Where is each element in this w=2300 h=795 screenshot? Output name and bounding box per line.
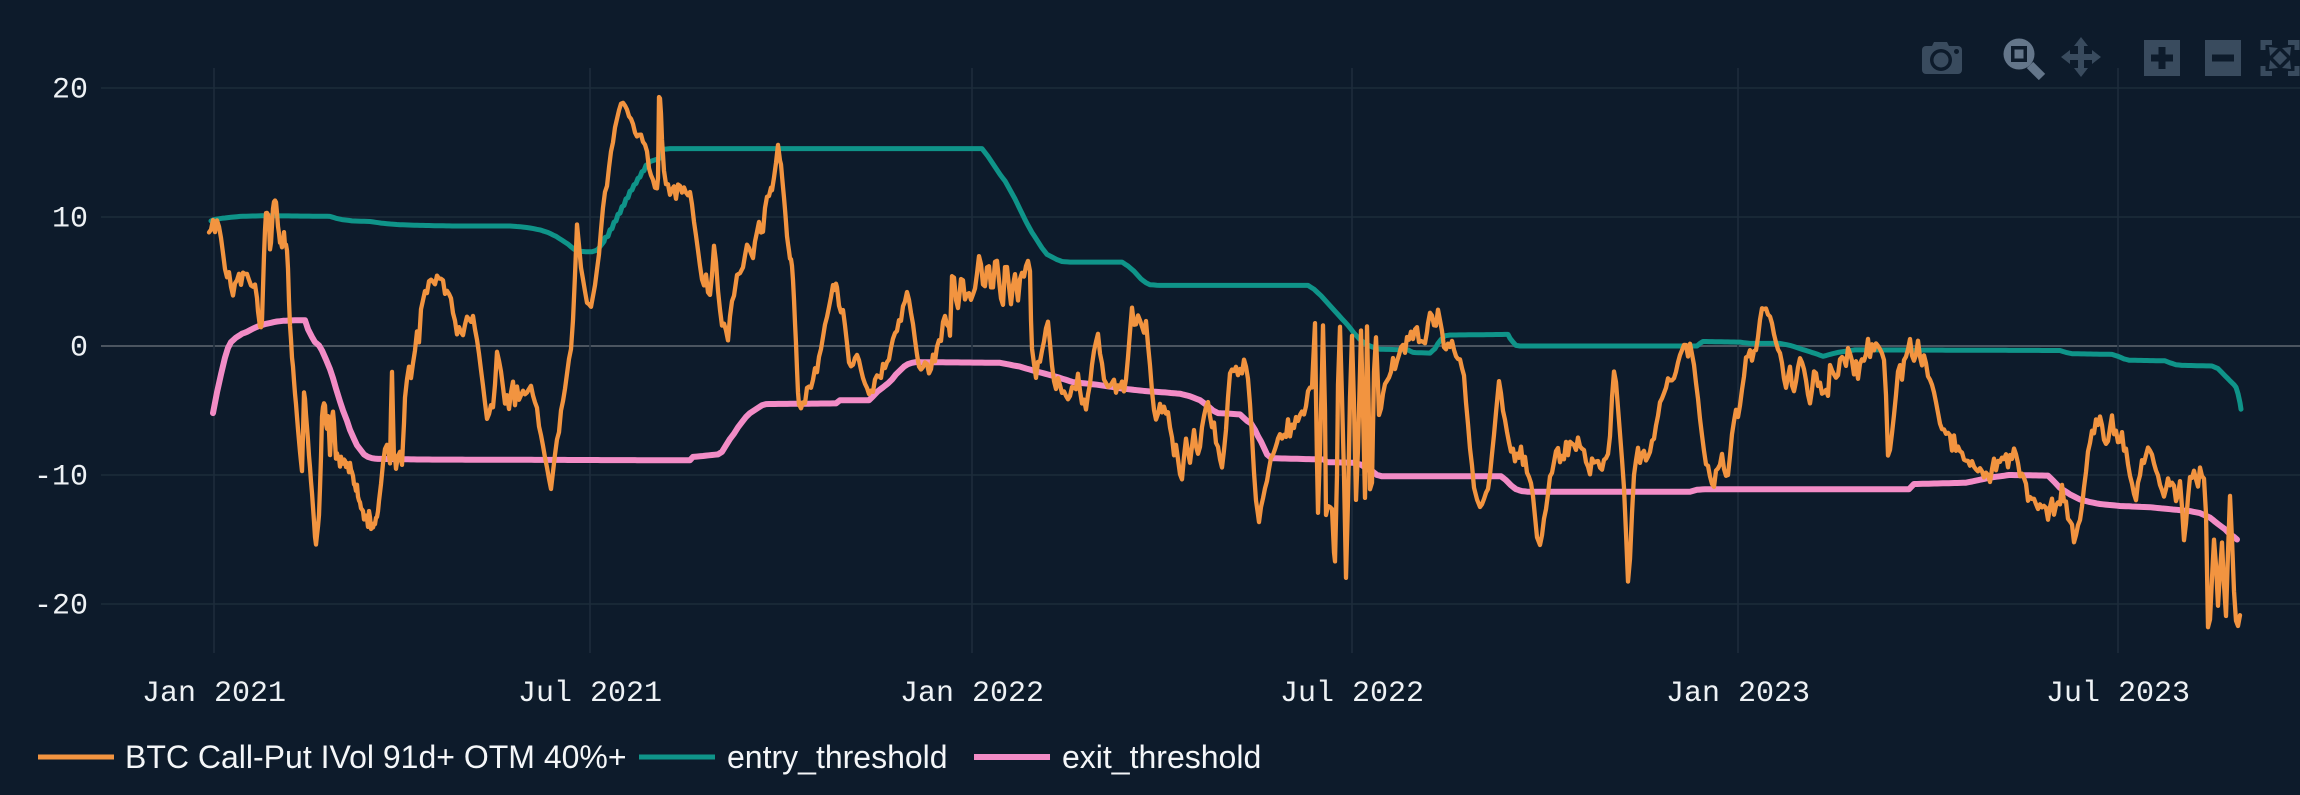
svg-text:Jan 2021: Jan 2021 — [142, 677, 286, 711]
svg-text:-10: -10 — [34, 461, 88, 495]
svg-text:entry_threshold: entry_threshold — [727, 739, 948, 775]
svg-text:Jan 2023: Jan 2023 — [1666, 677, 1810, 711]
svg-text:exit_threshold: exit_threshold — [1062, 739, 1261, 775]
svg-text:Jul 2022: Jul 2022 — [1280, 677, 1424, 711]
svg-text:Jul 2023: Jul 2023 — [2046, 677, 2190, 711]
svg-text:10: 10 — [52, 203, 88, 237]
svg-text:BTC Call-Put IVol 91d+ OTM 40%: BTC Call-Put IVol 91d+ OTM 40%+ — [125, 739, 627, 775]
svg-text:Jul 2021: Jul 2021 — [518, 677, 662, 711]
svg-text:-20: -20 — [34, 590, 88, 624]
svg-text:20: 20 — [52, 74, 88, 108]
svg-text:0: 0 — [70, 332, 88, 366]
svg-text:Jan 2022: Jan 2022 — [900, 677, 1044, 711]
